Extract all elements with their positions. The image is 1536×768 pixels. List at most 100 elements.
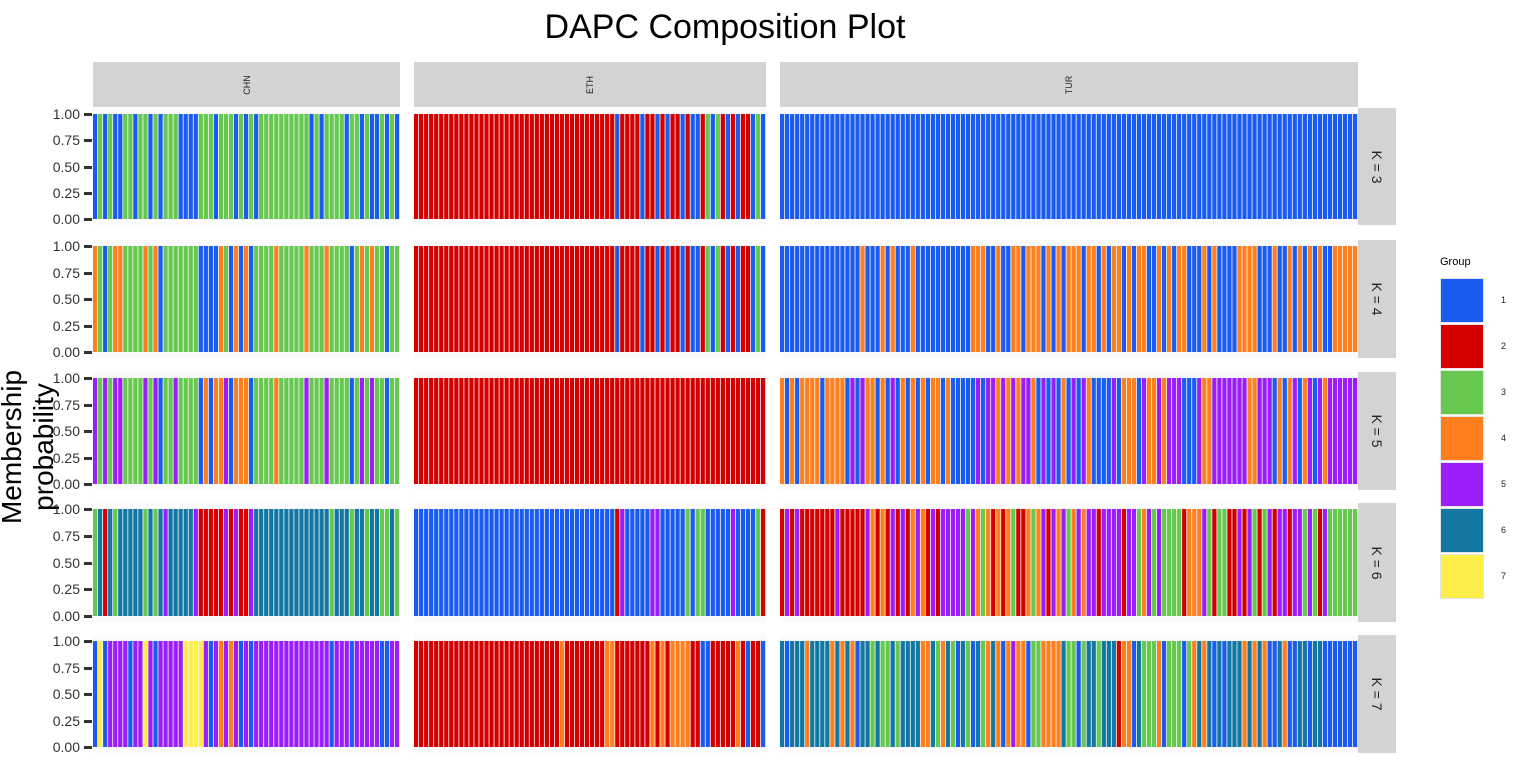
membership-bar [259,641,264,747]
membership-bar [1136,641,1142,747]
membership-bar [925,509,930,616]
membership-bar [289,509,294,616]
membership-bar [163,246,168,352]
membership-bar [830,509,835,616]
membership-bar [1227,509,1232,616]
membership-bar [1307,378,1312,484]
membership-bar [865,509,870,616]
membership-bar [319,114,324,219]
membership-bar [238,246,244,352]
membership-bar [1006,641,1011,747]
y-tick-label: 0.25 [52,712,80,729]
membership-bar [1026,509,1031,616]
membership-bar [1086,641,1091,747]
membership-bar [755,378,761,484]
membership-bar [1337,378,1343,484]
membership-bar [630,378,635,484]
membership-bar [539,509,544,616]
membership-bar [1116,641,1121,747]
membership-bar [620,114,625,219]
membership-bar [309,246,314,352]
membership-bar [785,509,790,616]
membership-bar [996,378,1001,484]
membership-bar [1131,114,1137,219]
membership-bar [259,378,264,484]
membership-bar [479,641,484,747]
membership-bar [955,246,961,352]
membership-bar [384,114,390,219]
membership-bar [840,378,845,484]
membership-bar [855,114,860,219]
membership-bar [123,114,128,219]
membership-bar [1036,378,1041,484]
membership-bar [790,641,795,747]
legend-title: Group [1440,256,1471,268]
membership-bar [1101,114,1106,219]
membership-bar [890,509,895,616]
membership-bar [218,509,224,616]
membership-bar [1167,378,1172,484]
membership-bar [324,509,329,616]
membership-bar [700,509,705,616]
membership-bar [103,114,108,219]
membership-bar [113,509,118,616]
membership-bar [880,114,885,219]
facet-strip-k4: K = 4 [1358,240,1396,358]
membership-bar [1227,378,1232,484]
y-tick-label: 0.75 [52,264,80,281]
membership-bar [419,509,424,616]
membership-bar [625,641,630,747]
membership-bar [610,114,615,219]
membership-bar [429,378,434,484]
membership-bar [795,114,800,219]
membership-bar [509,509,514,616]
membership-bar [996,114,1001,219]
membership-bar [1252,246,1257,352]
membership-bar [1202,246,1207,352]
membership-bar [1126,378,1132,484]
membership-bar [1016,641,1021,747]
membership-bar [905,509,910,616]
y-tick-label: 0.25 [52,184,80,201]
membership-bar [98,378,103,484]
membership-bar [920,641,925,747]
membership-bar [885,641,890,747]
membership-bar [1011,641,1016,747]
membership-bar [725,509,730,616]
membership-bar [369,378,375,484]
membership-bar [299,246,304,352]
membership-bar [1217,114,1222,219]
membership-bar [1327,378,1333,484]
membership-bar [254,641,259,747]
membership-bar [168,509,173,616]
membership-bar [965,114,971,219]
membership-bar [1222,246,1227,352]
membership-bar [1006,509,1011,616]
membership-bar [148,378,153,484]
membership-bar [855,509,860,616]
membership-bar [955,509,961,616]
membership-bar [128,509,133,616]
membership-bar [188,641,193,747]
membership-bar [885,114,890,219]
membership-bar [1227,114,1232,219]
membership-bar [524,641,529,747]
membership-bar [595,246,600,352]
membership-bar [118,509,123,616]
membership-bar [1302,378,1307,484]
membership-bar [444,378,449,484]
membership-bar [118,641,123,747]
membership-bar [454,509,459,616]
membership-bar [329,246,334,352]
membership-bar [148,509,153,616]
membership-bar [1041,246,1046,352]
membership-bar [1297,641,1302,747]
membership-bar [93,246,98,352]
membership-bar [1126,246,1132,352]
membership-bar [484,114,489,219]
y-tick-mark [84,483,92,486]
membership-bar [349,114,354,219]
membership-bar [1267,114,1272,219]
membership-bar [319,378,324,484]
membership-bar [1006,246,1011,352]
